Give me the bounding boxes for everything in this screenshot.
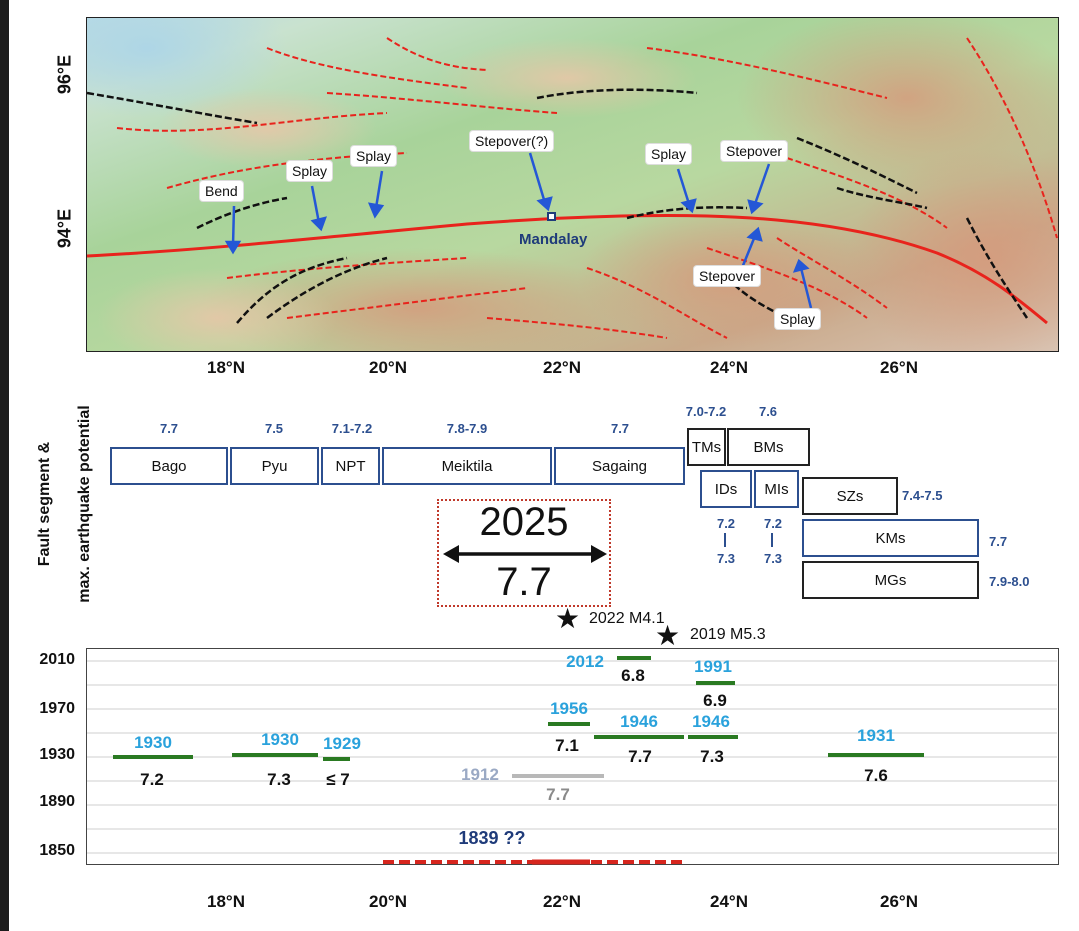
lat-tick-26-bottom: 26°N (880, 892, 918, 911)
callout-splay-1: Splay (287, 161, 333, 181)
mag-1931: 7.6 (864, 766, 888, 785)
callout-stepover-1: Stepover (721, 141, 788, 161)
y-tick-2010: 2010 (39, 651, 75, 668)
callout-stepover-2: Stepover (694, 266, 761, 286)
mag-bago: 7.7 (159, 421, 179, 436)
lat-tick-22-bottom: 22°N (543, 892, 581, 911)
event-2025-double-arrow (443, 545, 607, 563)
star-icon-2019: ★ (655, 620, 681, 651)
mag-tms: 7.0-7.2 (685, 404, 727, 419)
segment-bms: BMs (727, 428, 810, 466)
segment-ids: IDs (700, 470, 752, 508)
lat-tick-20-top: 20°N (369, 358, 407, 377)
topographic-map: Bend Splay Splay Stepover(?) Splay Stepo… (86, 17, 1059, 352)
mag-mls-b: 7.3 (763, 551, 783, 566)
mag-1956: 7.1 (555, 736, 579, 755)
callout-splay-2: Splay (351, 146, 397, 166)
y-tick-1930: 1930 (39, 746, 75, 763)
lat-tick-18-top: 18°N (207, 358, 245, 377)
event-2025-box (437, 499, 611, 607)
sagaing-fault-trace (87, 213, 1048, 325)
mag-1991: 6.9 (703, 691, 727, 710)
callout-bend: Bend (200, 181, 243, 201)
mag-1912: 7.7 (546, 785, 570, 804)
segment-tms: TMs (687, 428, 726, 466)
year-1930-bago: 1930 (134, 733, 172, 752)
mag-1946-b: 7.3 (700, 747, 724, 766)
callout-splay-4: Splay (775, 309, 821, 329)
mag-ids-b: 7.3 (716, 551, 736, 566)
y-tick-1970: 1970 (39, 700, 75, 717)
range-bar-mls (771, 533, 773, 547)
segment-pyu: Pyu (230, 447, 319, 485)
mag-npt: 7.1-7.2 (331, 421, 373, 436)
mag-1929: ≤ 7 (326, 770, 350, 789)
year-1912: 1912 (461, 765, 499, 784)
event-2025-mag: 7.7 (496, 560, 552, 604)
star-icon-2022: ★ (555, 603, 581, 634)
segment-mls: MIs (754, 470, 799, 508)
lat-tick-22-top: 22°N (543, 358, 581, 377)
year-1946-b: 1946 (692, 712, 730, 731)
mag-1946-a: 7.7 (628, 747, 652, 766)
callout-stepover-q: Stepover(?) (470, 131, 554, 151)
segment-sagaing: Sagaing (554, 447, 685, 485)
mandalay-marker (547, 212, 556, 221)
y-tick-1890: 1890 (39, 793, 75, 810)
lat-tick-24-top: 24°N (710, 358, 748, 377)
mag-sagaing: 7.7 (610, 421, 630, 436)
mag-kms: 7.7 (989, 534, 1008, 549)
mag-pyu: 7.5 (264, 421, 284, 436)
lat-tick-24-bottom: 24°N (710, 892, 748, 911)
mag-1930-bago: 7.2 (140, 770, 164, 789)
segment-kms: KMs (802, 519, 979, 557)
callout-splay-3: Splay (646, 144, 692, 164)
lat-tick-26-top: 26°N (880, 358, 918, 377)
window-edge (0, 0, 9, 931)
city-label-mandalay: Mandalay (519, 231, 588, 248)
event-2025-year: 2025 (479, 500, 569, 544)
segment-szs: SZs (802, 477, 898, 515)
year-1839: 1839 ?? (458, 828, 526, 848)
mag-mls-a: 7.2 (763, 516, 783, 531)
mag-2012: 6.8 (621, 666, 645, 685)
mag-1930-pyu: 7.3 (267, 770, 291, 789)
year-2012: 2012 (566, 652, 604, 671)
mag-meiktila: 7.8-7.9 (446, 421, 488, 436)
mag-mgs: 7.9-8.0 (989, 574, 1030, 589)
y-tick-1850: 1850 (39, 842, 75, 859)
lat-tick-20-bottom: 20°N (369, 892, 407, 911)
year-1991: 1991 (694, 657, 732, 676)
star-label-2019: 2019 M5.3 (690, 626, 766, 643)
year-1946-a: 1946 (620, 712, 658, 731)
year-1930-pyu: 1930 (261, 730, 299, 749)
mag-bms: 7.6 (758, 404, 778, 419)
year-1931: 1931 (857, 726, 895, 745)
segment-bago: Bago (110, 447, 228, 485)
year-1929: 1929 (323, 734, 361, 753)
year-1956: 1956 (550, 699, 588, 718)
segment-mgs: MGs (802, 561, 979, 599)
mag-szs: 7.4-7.5 (902, 488, 943, 503)
segment-npt: NPT (321, 447, 380, 485)
mag-ids-a: 7.2 (716, 516, 736, 531)
lat-tick-18-bottom: 18°N (207, 892, 245, 911)
star-label-2022: 2022 M4.1 (589, 610, 665, 627)
range-bar-ids (724, 533, 726, 547)
segment-meiktila: Meiktila (382, 447, 552, 485)
